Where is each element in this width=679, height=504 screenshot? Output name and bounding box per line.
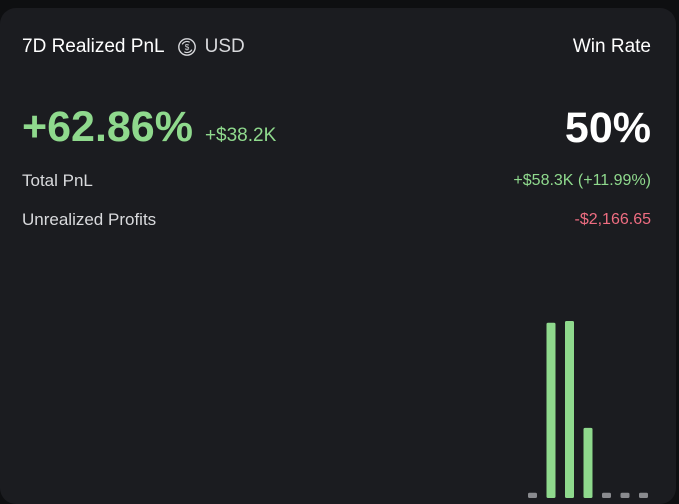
pnl-bar-chart: [0, 256, 676, 504]
card-header-left: 7D Realized PnL $ USD: [22, 36, 245, 58]
total-pnl-label: Total PnL: [22, 171, 93, 190]
pnl-bar-4: [583, 427, 593, 498]
currency-selector[interactable]: $ USD: [177, 36, 245, 58]
realized-pnl-summary: +62.86% +$38.2K: [22, 101, 276, 153]
pnl-bar-3: [565, 321, 574, 498]
realized-pnl-percent: +62.86%: [22, 103, 193, 151]
circle-dollar-icon: $: [177, 38, 196, 56]
pnl-bar-5: [602, 492, 611, 498]
win-rate-label: Win Rate: [572, 36, 651, 57]
card-title: 7D Realized PnL: [22, 36, 165, 57]
pnl-bar-chart-svg: [528, 321, 648, 498]
win-rate-value: 50%: [564, 104, 651, 152]
unrealized-profits-value: -$2,166.65: [574, 211, 651, 228]
svg-text:$: $: [184, 43, 189, 52]
unrealized-profits-label: Unrealized Profits: [22, 210, 157, 229]
pnl-bar-7: [639, 492, 648, 498]
pnl-bar-6: [620, 492, 630, 498]
currency-label: USD: [204, 36, 245, 57]
pnl-bar-1: [528, 492, 537, 498]
realized-pnl-amount: +$38.2K: [204, 125, 277, 146]
realized-pnl-card: 7D Realized PnL $ USD Win Rate +62.86% +…: [0, 8, 676, 504]
pnl-bar-2: [546, 322, 556, 498]
total-pnl-value: +$58.3K (+11.99%): [513, 172, 651, 189]
